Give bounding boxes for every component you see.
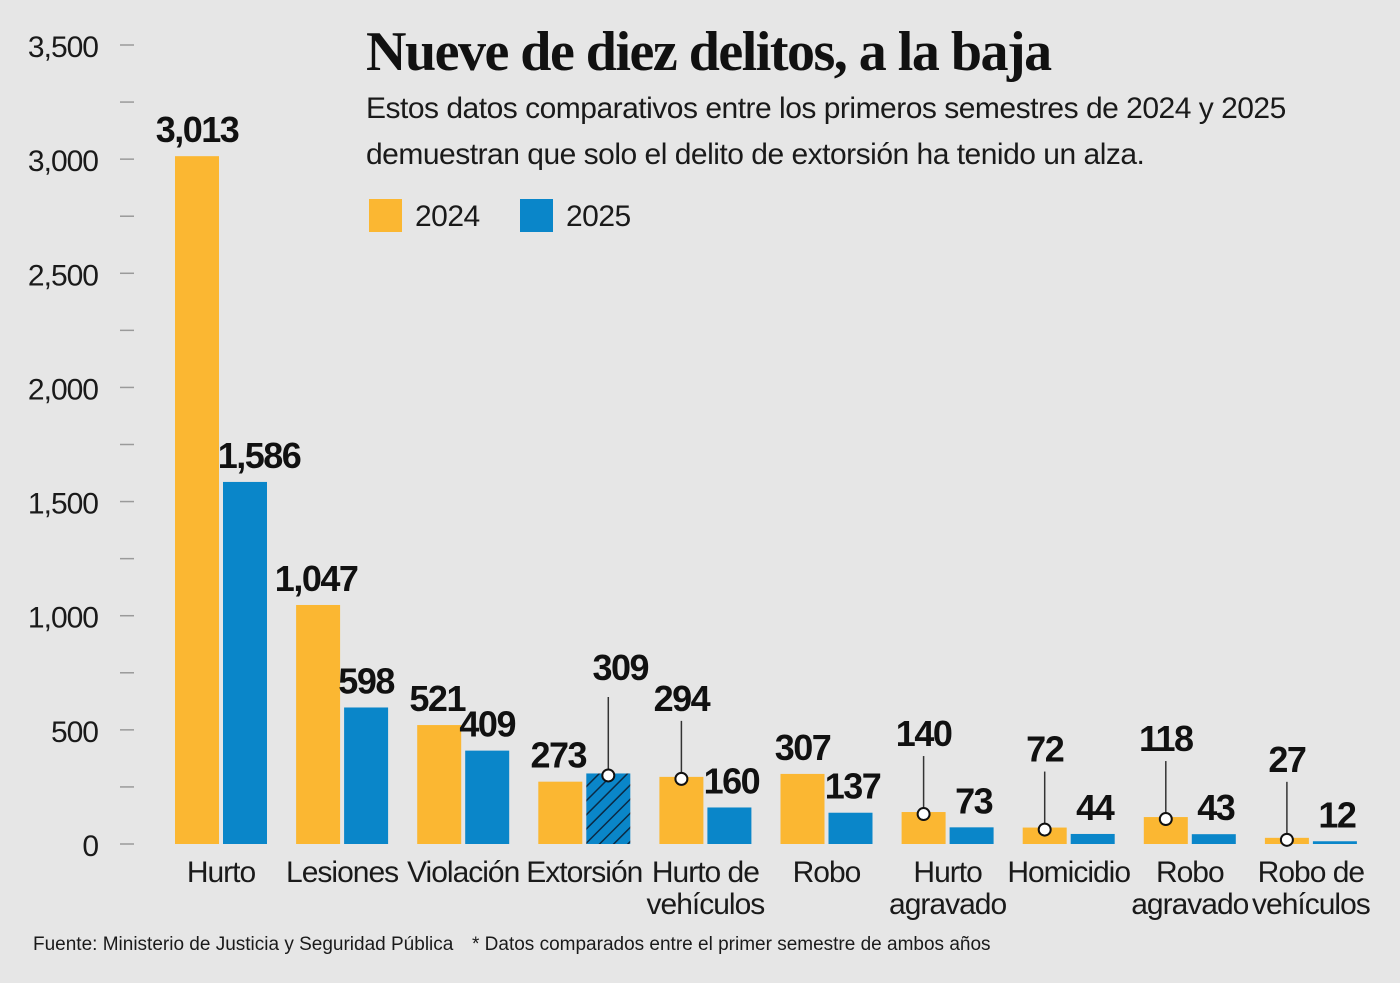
category-label: Hurto (187, 856, 256, 889)
bars (175, 156, 1357, 844)
bar-2024 (296, 604, 341, 844)
category-label: agravado (889, 888, 1006, 921)
category-labels: Hurto Lesiones Violación Extorsión Hurto dev… (187, 856, 1371, 921)
footer-note: * Datos comparados entre el primer semes… (472, 934, 991, 955)
bar-2025 (949, 827, 994, 844)
category-label: Violación (407, 856, 519, 889)
y-tick-label: 3,000 (28, 145, 98, 178)
category-label: Homicidio (1007, 856, 1130, 889)
bar-2024 (538, 781, 583, 844)
category-label: Robo (1156, 856, 1224, 889)
legend-label-2024: 2024 (415, 200, 480, 233)
bar-2025 (1070, 833, 1115, 844)
footer-source: Fuente: Ministerio de Justicia y Segurid… (33, 934, 454, 955)
callout-dot (1279, 832, 1294, 847)
legend-label-2025: 2025 (566, 200, 631, 233)
legend-swatch-2024 (369, 199, 402, 232)
value-label: 598 (338, 660, 394, 701)
bar-2025 (465, 750, 510, 844)
category-label: Hurto de (652, 856, 759, 889)
category-label: Robo (793, 856, 861, 889)
value-label: 309 (593, 647, 649, 688)
bar-2025 (828, 812, 873, 844)
y-tick-label: 500 (51, 716, 98, 749)
chart-subtitle: Estos datos comparativos entre los prime… (366, 92, 1286, 171)
value-label: 140 (896, 713, 952, 754)
bar-2025 (1191, 834, 1236, 844)
y-tick-label: 1,500 (28, 488, 98, 521)
value-label: 160 (704, 760, 760, 801)
category-label: Extorsión (526, 856, 642, 889)
category-label: Lesiones (286, 856, 398, 889)
value-label: 43 (1197, 787, 1235, 828)
y-tick-label: 2,500 (28, 259, 98, 292)
bar-2024 (175, 156, 219, 844)
category-label: Robo de (1258, 856, 1365, 889)
value-label: 521 (409, 678, 466, 719)
category-label: vehículos (1252, 888, 1370, 921)
value-label: 12 (1318, 794, 1356, 835)
y-tick-label: 2,000 (28, 373, 98, 406)
value-label: 73 (955, 780, 993, 821)
bar-2025 (223, 481, 267, 844)
value-label: 409 (459, 704, 515, 745)
callout-dot (601, 768, 616, 783)
bar-2024 (780, 773, 825, 844)
bar-2024 (417, 725, 462, 844)
bar-2025 (344, 707, 389, 844)
value-label: 294 (654, 678, 711, 719)
bar-2025 (586, 773, 631, 844)
value-label: 72 (1026, 729, 1064, 770)
value-label: 44 (1076, 787, 1115, 828)
value-label: 1,047 (275, 558, 358, 599)
y-tick-label: 3,500 (28, 31, 98, 64)
callout-dot (1037, 822, 1052, 837)
legend-swatch-2025 (520, 199, 553, 232)
bar-2025 (1312, 841, 1357, 844)
chart-title: Nueve de diez delitos, a la baja (366, 21, 1052, 83)
bar-2024 (659, 776, 704, 844)
category-label: vehículos (647, 888, 765, 921)
y-tick-label: 1,000 (28, 602, 98, 635)
callout-dot (916, 807, 931, 822)
y-axis: 0 500 1,000 1,500 2,000 2,500 3,000 3,500 (28, 31, 134, 863)
callout-dot (1158, 812, 1173, 827)
bar-2025 (707, 807, 752, 844)
category-label: Hurto (913, 856, 982, 889)
value-label: 137 (825, 766, 881, 807)
value-label: 273 (531, 735, 587, 776)
value-label: 1,586 (218, 435, 301, 476)
category-label: agravado (1131, 888, 1248, 921)
value-label: 3,013 (156, 109, 239, 150)
value-label: 27 (1268, 739, 1306, 780)
value-label: 307 (775, 727, 831, 768)
value-label: 118 (1139, 718, 1193, 759)
callout-dot (674, 771, 689, 786)
y-tick-label: 0 (82, 830, 98, 863)
